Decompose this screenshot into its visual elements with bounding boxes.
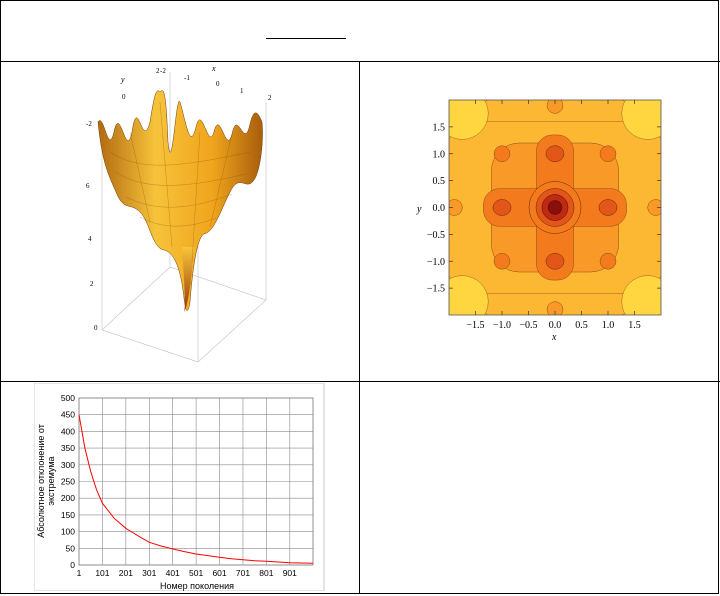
- convergence-chart: 0 50 100 150 200 250 300 350 400 450 500 1 101 201 301…: [33, 382, 325, 592]
- surface-x-tick-4: 1: [240, 87, 244, 95]
- surface-x-tick-2: -1: [184, 74, 190, 82]
- contour-y-tick-label: 0.0: [433, 203, 446, 214]
- contour-x-label: x: [551, 332, 557, 343]
- chart-y-axis-label-line-1: Абсолютное отклонение от: [36, 424, 46, 538]
- contour-x-tick-label: 1.5: [628, 320, 641, 331]
- contour-axis-min-2: [598, 199, 618, 216]
- chart-y-tick-label: 400: [61, 426, 75, 436]
- chart-x-tick-label: 701: [236, 568, 250, 578]
- chart-x-tick-label: 901: [283, 568, 297, 578]
- contour-x-tick-label: −0.5: [519, 320, 537, 331]
- contour-edge-min-3: [449, 199, 463, 216]
- chart-y-tick-label: 50: [66, 543, 76, 553]
- surface-x-tick-1: -2: [160, 67, 166, 75]
- chart-y-tick-label: 100: [61, 527, 75, 537]
- surface-y-tick-mid: 0: [122, 93, 126, 101]
- chart-x-tick-label: 201: [119, 568, 133, 578]
- surface-y-axis-label: y: [120, 75, 125, 84]
- surface-y-tick-top: 2: [156, 67, 160, 75]
- contour-x-tick-label: 0.5: [575, 320, 588, 331]
- surface-z-tick-2: 2: [90, 280, 94, 288]
- chart-x-tick-label: 1: [77, 568, 82, 578]
- surface-minimum-spike: [182, 247, 194, 312]
- contour-edge-min-0: [546, 100, 564, 114]
- surface-z-tick-6: 6: [86, 182, 90, 190]
- surface-mesh: [97, 90, 263, 311]
- contour-y-tick-label: 1.0: [433, 149, 446, 160]
- contour-x-tick-label: −1.5: [466, 320, 484, 331]
- contour-center-level-6: [547, 200, 563, 215]
- contour-axis-min-1: [545, 253, 565, 270]
- contour-y-tick-label: −1.0: [427, 257, 445, 268]
- chart-x-tick-label: 801: [259, 568, 273, 578]
- surface-plot-cell: y x 2 0 -2 -2 -1 0 1 2 6 4 2 0: [80, 62, 280, 377]
- surface-z-tick-4: 4: [88, 235, 92, 243]
- chart-x-tick-label: 401: [166, 568, 180, 578]
- surface-plot: y x 2 0 -2 -2 -1 0 1 2 6 4 2 0: [86, 64, 272, 363]
- contour-y-tick-label: 0.5: [433, 176, 446, 187]
- chart-y-tick-label: 450: [61, 410, 75, 420]
- chart-x-tick-label: 501: [189, 568, 203, 578]
- contour-corner-max-1: [621, 100, 661, 140]
- contour-diag-min-2: [493, 253, 511, 270]
- chart-y-tick-label: 350: [61, 443, 75, 453]
- table-column-divider: [359, 61, 360, 594]
- contour-y-tick-label: −1.5: [427, 284, 445, 295]
- contour-corner-max-0: [449, 100, 489, 140]
- contour-axis-min-3: [492, 199, 512, 216]
- chart-y-axis-label-line-2: экстремума: [46, 456, 56, 505]
- contour-plot-cell: −1.5 −1.0 −0.5 0.0 0.5 1.0 1.5 1.5 1.0 0.5 0.0 −0.5…: [412, 96, 672, 346]
- contour-fill: [449, 100, 661, 315]
- table-row-divider-1: [0, 61, 720, 62]
- table-row-divider-2: [0, 381, 720, 382]
- contour-diag-min-0: [493, 145, 511, 162]
- contour-y-tick-label: 1.5: [433, 122, 446, 133]
- chart-y-tick-label: 500: [61, 393, 75, 403]
- chart-grid: [78, 397, 314, 566]
- contour-x-tick-label: −1.0: [493, 320, 511, 331]
- contour-x-tick-label: 1.0: [602, 320, 615, 331]
- surface-mesh-lines: [109, 101, 251, 263]
- chart-x-axis-label: Номер поколения: [160, 581, 234, 591]
- chart-border: [33, 382, 325, 592]
- chart-x-tick-label: 301: [142, 568, 156, 578]
- chart-y-tick-label: 300: [61, 460, 75, 470]
- chart-y-tick-label: 200: [61, 493, 75, 503]
- contour-corner-max-3: [621, 275, 661, 315]
- contour-corner-max-2: [449, 275, 489, 315]
- surface-y-tick-low: -2: [86, 120, 92, 128]
- contour-diag-min-1: [599, 145, 617, 162]
- convergence-chart-cell: 0 50 100 150 200 250 300 350 400 450 500 1 101 201 301…: [33, 382, 326, 592]
- chart-y-tick-label: 0: [70, 560, 75, 570]
- contour-y-tick-label: −0.5: [427, 230, 445, 241]
- surface-x-tick-5: 2: [268, 94, 272, 102]
- contour-plot: −1.5 −1.0 −0.5 0.0 0.5 1.0 1.5 1.5 1.0 0.5 0.0 −0.5…: [416, 99, 662, 343]
- contour-axis-min-0: [545, 145, 565, 162]
- contour-edge-min-1: [546, 301, 564, 315]
- contour-diag-min-3: [599, 253, 617, 270]
- chart-y-tick-label: 250: [61, 477, 75, 487]
- chart-x-tick-label: 601: [212, 568, 226, 578]
- surface-x-tick-3: 0: [216, 80, 220, 88]
- chart-x-tick-label: 101: [95, 568, 109, 578]
- contour-x-tick-label: 0.0: [549, 320, 562, 331]
- contour-edge-min-2: [647, 199, 661, 216]
- surface-z-tick-0: 0: [94, 324, 98, 332]
- blank-underline-field: [266, 38, 346, 39]
- surface-x-axis-label: x: [211, 64, 216, 73]
- chart-y-tick-label: 150: [61, 510, 75, 520]
- deviation-series-line: [78, 414, 314, 564]
- contour-y-label: y: [416, 204, 422, 215]
